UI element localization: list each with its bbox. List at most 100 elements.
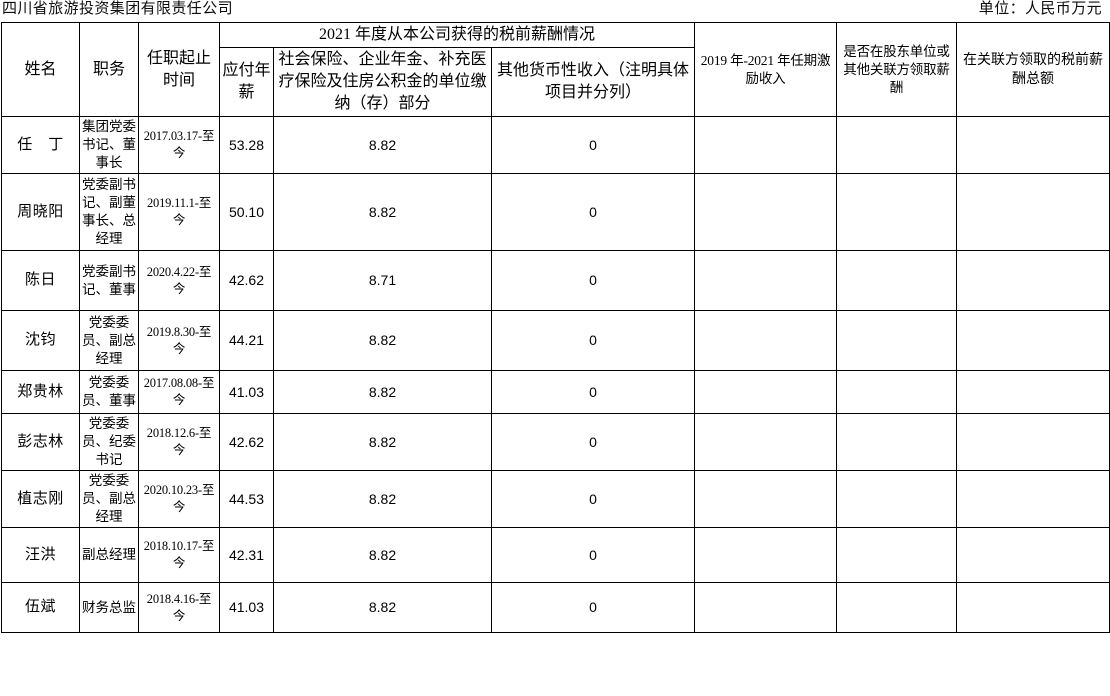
cell-related-party-total [956, 250, 1110, 311]
cell-other-income: 0 [491, 413, 695, 471]
caption-bar: 四川省旅游投资集团有限责任公司 单位：人民币万元 [0, 0, 1110, 22]
cell-tenure: 2018.12.6-至今 [138, 413, 220, 471]
col-header-other-income: 其他货币性收入（注明具体项目并分列） [491, 47, 695, 117]
cell-shareholder-pay [836, 310, 957, 371]
cell-post: 财务总监 [79, 582, 139, 633]
cell-tenure: 2019.11.1-至今 [138, 173, 220, 251]
table-row: 郑贵林 党委委员、董事 2017.08.08-至今 41.03 8.82 0 [1, 370, 1110, 414]
header-row-sub: 应付年薪 社会保险、企业年金、补充医疗保险及住房公积金的单位缴纳（存）部分 其他… [2, 47, 1110, 117]
cell-post: 党委委员、副总经理 [79, 470, 139, 528]
cell-incentive [694, 370, 837, 414]
unit-label: 单位：人民币万元 [978, 1, 1102, 17]
cell-tenure: 2018.4.16-至今 [138, 582, 220, 633]
cell-tenure: 2018.10.17-至今 [138, 527, 220, 583]
table-body: 任 丁集团党委书记、董事长 2017.03.17-至今 53.28 8.82 0 周晓阳党… [1, 116, 1110, 633]
cell-other-income: 0 [491, 470, 695, 528]
cell-insurance: 8.82 [273, 173, 492, 251]
cell-incentive [694, 116, 837, 174]
cell-insurance: 8.82 [273, 470, 492, 528]
cell-shareholder-pay [836, 116, 957, 174]
cell-post: 集团党委书记、董事长 [79, 116, 139, 174]
cell-payable-salary: 41.03 [219, 370, 274, 414]
col-header-insurance: 社会保险、企业年金、补充医疗保险及住房公积金的单位缴纳（存）部分 [273, 47, 492, 117]
header-row-top: 姓名 职务 任职起止时间 2021 年度从本公司获得的税前薪酬情况 2019 年… [1, 22, 1110, 117]
cell-other-income: 0 [491, 173, 695, 251]
cell-other-income: 0 [491, 582, 695, 633]
cell-related-party-total [956, 116, 1110, 174]
cell-other-income: 0 [491, 370, 695, 414]
cell-related-party-total [956, 582, 1110, 633]
cell-incentive [694, 250, 837, 311]
table-row: 任 丁集团党委书记、董事长 2017.03.17-至今 53.28 8.82 0 [1, 116, 1110, 174]
cell-tenure: 2017.08.08-至今 [138, 370, 220, 414]
cell-payable-salary: 41.03 [219, 582, 274, 633]
cell-name: 彭志林 [1, 413, 80, 471]
cell-post: 党委委员、纪委书记 [79, 413, 139, 471]
cell-shareholder-pay [836, 470, 957, 528]
col-header-group-2021: 2021 年度从本公司获得的税前薪酬情况 [219, 22, 695, 48]
table-row: 周晓阳 党委副书记、副董事长、总经理 2019.11.1-至今 50.10 8.82 0 [1, 173, 1110, 251]
cell-payable-salary: 44.53 [219, 470, 274, 528]
cell-name: 汪洪 [1, 527, 80, 583]
cell-related-party-total [956, 470, 1110, 528]
cell-insurance: 8.82 [273, 527, 492, 583]
cell-insurance: 8.82 [273, 310, 492, 371]
cell-incentive [694, 173, 837, 251]
cell-incentive [694, 527, 837, 583]
cell-post: 党委委员、董事 [79, 370, 139, 414]
cell-incentive [694, 470, 837, 528]
cell-name: 郑贵林 [1, 370, 80, 414]
cell-payable-salary: 50.10 [219, 173, 274, 251]
cell-shareholder-pay [836, 173, 957, 251]
cell-related-party-total [956, 413, 1110, 471]
col-header-incentive: 2019 年-2021 年任期激励收入 [694, 22, 837, 117]
col-header-post: 职务 [79, 22, 139, 117]
cell-insurance: 8.82 [273, 582, 492, 633]
cell-shareholder-pay [836, 413, 957, 471]
cell-incentive [694, 582, 837, 633]
table-row: 彭志林 党委委员、纪委书记 2018.12.6-至今 42.62 8.82 0 [1, 413, 1110, 471]
cell-name: 伍斌 [1, 582, 80, 633]
cell-tenure: 2019.8.30-至今 [138, 310, 220, 371]
cell-other-income: 0 [491, 527, 695, 583]
cell-related-party-total [956, 527, 1110, 583]
cell-incentive [694, 310, 837, 371]
table-row: 汪洪 副总经理 2018.10.17-至今 42.31 8.82 0 [1, 527, 1110, 583]
cell-related-party-total [956, 370, 1110, 414]
table-row: 伍斌 财务总监 2018.4.16-至今 41.03 8.82 0 [1, 582, 1110, 633]
compensation-table: 姓名 职务 任职起止时间 2021 年度从本公司获得的税前薪酬情况 2019 年… [1, 22, 1110, 633]
cell-tenure: 2017.03.17-至今 [138, 116, 220, 174]
cell-related-party-total [956, 310, 1110, 371]
col-header-related-party-total: 在关联方领取的税前薪酬总额 [956, 22, 1110, 117]
table-head: 姓名 职务 任职起止时间 2021 年度从本公司获得的税前薪酬情况 2019 年… [1, 22, 1110, 117]
cell-post: 党委副书记、副董事长、总经理 [79, 173, 139, 251]
cell-shareholder-pay [836, 370, 957, 414]
cell-name: 沈钧 [1, 310, 80, 371]
cell-shareholder-pay [836, 250, 957, 311]
cell-insurance: 8.71 [273, 250, 492, 311]
cell-incentive [694, 413, 837, 471]
cell-insurance: 8.82 [273, 413, 492, 471]
cell-name: 陈日 [1, 250, 80, 311]
cell-name: 任 丁 [1, 116, 80, 174]
cell-tenure: 2020.4.22-至今 [138, 250, 220, 311]
table-row: 沈钧 党委委员、副总经理 2019.8.30-至今 44.21 8.82 0 [1, 310, 1110, 371]
cell-insurance: 8.82 [273, 116, 492, 174]
cell-shareholder-pay [836, 527, 957, 583]
cell-payable-salary: 42.31 [219, 527, 274, 583]
col-header-tenure: 任职起止时间 [138, 22, 220, 117]
cell-post: 党委副书记、董事 [79, 250, 139, 311]
table-row: 植志刚 党委委员、副总经理 2020.10.23-至今 44.53 8.82 0 [1, 470, 1110, 528]
cell-payable-salary: 44.21 [219, 310, 274, 371]
col-header-name: 姓名 [1, 22, 80, 117]
table-row: 陈日 党委副书记、董事 2020.4.22-至今 42.62 8.71 0 [1, 250, 1110, 311]
cell-other-income: 0 [491, 116, 695, 174]
col-header-payable-salary: 应付年薪 [219, 47, 274, 117]
cell-tenure: 2020.10.23-至今 [138, 470, 220, 528]
cell-other-income: 0 [491, 310, 695, 371]
cell-post: 党委委员、副总经理 [79, 310, 139, 371]
cell-other-income: 0 [491, 250, 695, 311]
cell-name: 植志刚 [1, 470, 80, 528]
cell-payable-salary: 42.62 [219, 413, 274, 471]
